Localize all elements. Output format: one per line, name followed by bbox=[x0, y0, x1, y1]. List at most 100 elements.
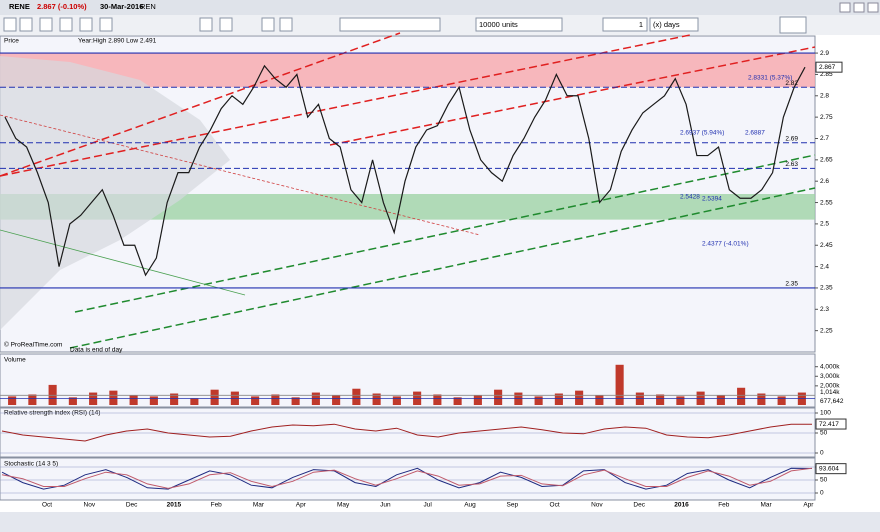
stochastic-title: Stochastic (14 3 5) bbox=[4, 461, 58, 468]
volume-bar bbox=[656, 394, 665, 405]
x-tick-label: Aug bbox=[464, 502, 476, 509]
period-unit: (x) days bbox=[653, 20, 680, 29]
volume-bar bbox=[716, 395, 725, 405]
volume-bar bbox=[352, 388, 361, 405]
volume-bar bbox=[149, 396, 158, 405]
volume-marker-label: 1,014k bbox=[820, 389, 840, 396]
annotation: 2.5428 bbox=[680, 194, 700, 201]
x-tick-label: Dec bbox=[126, 502, 138, 509]
annotation: 2.6937 (5.94%) bbox=[680, 130, 724, 137]
volume-bar bbox=[554, 393, 563, 405]
period-count: 1 bbox=[639, 20, 643, 29]
x-tick-label: Oct bbox=[42, 502, 52, 509]
annotation: 2.8331 (5.37%) bbox=[748, 75, 792, 82]
volume-bar bbox=[494, 389, 503, 405]
volume-bar bbox=[291, 397, 300, 405]
volume-bar bbox=[575, 390, 584, 405]
x-tick-label: Nov bbox=[591, 502, 603, 509]
close[interactable] bbox=[867, 2, 879, 13]
x-tick-label: May bbox=[337, 502, 350, 509]
price-subtitle: Year:High 2.890 Low 2.491 bbox=[78, 38, 157, 45]
volume-bar bbox=[615, 364, 624, 405]
x-tick-label: Mar bbox=[253, 502, 265, 509]
x-tick-label: 2015 bbox=[167, 502, 182, 509]
volume-bar bbox=[251, 396, 260, 405]
y-tick-label: 2.75 bbox=[820, 114, 833, 121]
x-tick-label: Feb bbox=[211, 502, 223, 509]
rsi-panel bbox=[0, 407, 816, 458]
volume-bar bbox=[737, 387, 746, 405]
indicator-line bbox=[1, 423, 812, 442]
x-tick-label: Sep bbox=[507, 502, 519, 509]
volume-bar bbox=[8, 396, 17, 405]
y-tick-label: 2.55 bbox=[820, 199, 833, 206]
volume-bar bbox=[372, 393, 381, 405]
y-tick-label: 50 bbox=[820, 477, 828, 484]
last-value-box bbox=[815, 418, 847, 430]
y-tick-label: 2.65 bbox=[820, 157, 833, 164]
y-tick-label: 2.25 bbox=[820, 327, 833, 334]
x-tick-label: Jul bbox=[424, 502, 433, 509]
unit-box[interactable] bbox=[649, 17, 699, 32]
volume-bar bbox=[190, 398, 199, 405]
y-tick-label: 2.45 bbox=[820, 242, 833, 249]
period-box[interactable] bbox=[602, 17, 648, 32]
y-tick-label: 2.85 bbox=[820, 71, 833, 78]
date: 30-Mar-2016 bbox=[100, 2, 143, 11]
volume-bar bbox=[453, 397, 462, 405]
price-title: Price bbox=[4, 38, 19, 45]
last-price: 2.867 bbox=[819, 64, 836, 71]
x-tick-label: Feb bbox=[718, 502, 730, 509]
volume-bar bbox=[271, 394, 280, 405]
indicator-line bbox=[1, 467, 813, 490]
last-value: 72.417 bbox=[819, 421, 839, 428]
annotation: 2.5394 bbox=[702, 196, 722, 203]
volume-bar bbox=[473, 395, 482, 405]
volume-title: Volume bbox=[4, 357, 26, 364]
toolbar-buttons[interactable] bbox=[3, 16, 807, 34]
level-label: 2.35 bbox=[785, 281, 798, 288]
volume-bar bbox=[332, 395, 341, 405]
y-tick-label: 2.5 bbox=[820, 221, 829, 228]
annotation: 2.6887 bbox=[745, 130, 765, 137]
y-tick-label: 2.7 bbox=[820, 135, 829, 142]
units: 10000 units bbox=[479, 20, 518, 29]
x-tick-label: 2016 bbox=[674, 502, 689, 509]
volume-panel bbox=[0, 353, 816, 408]
annotation: 2.4377 (-4.01%) bbox=[702, 241, 749, 248]
volume-marker-label: 677,642 bbox=[820, 398, 844, 405]
x-tick-label: Oct bbox=[550, 502, 560, 509]
volume-bar bbox=[757, 393, 766, 405]
symbol: RENE bbox=[9, 2, 30, 11]
volume-bar bbox=[210, 389, 219, 405]
volume-bar bbox=[170, 393, 179, 405]
level-label: 2.63 bbox=[785, 161, 798, 168]
y-tick-label: 2.4 bbox=[820, 263, 829, 270]
quote: 2.867 (-0.10%) bbox=[37, 2, 87, 11]
credit: © ProRealTime.com bbox=[4, 341, 62, 349]
volume-bar bbox=[777, 396, 786, 405]
x-tick-label: Nov bbox=[84, 502, 96, 509]
volume-bar bbox=[433, 394, 442, 405]
scroll-bar[interactable] bbox=[0, 512, 880, 532]
exchange: REN bbox=[140, 2, 156, 11]
credit: Data is end of day bbox=[70, 347, 123, 354]
volume-bar bbox=[676, 396, 685, 405]
y-tick-label: 0 bbox=[820, 490, 824, 497]
units-box[interactable] bbox=[475, 17, 563, 32]
maximize[interactable] bbox=[853, 2, 865, 13]
minimize[interactable] bbox=[839, 2, 851, 13]
x-tick-label: Mar bbox=[760, 502, 772, 509]
y-tick-label: 2.9 bbox=[820, 50, 829, 57]
y-tick-label: 100 bbox=[820, 410, 831, 417]
level-label: 2.69 bbox=[785, 135, 798, 142]
stochastic-panel bbox=[0, 457, 816, 501]
volume-bar bbox=[68, 397, 77, 405]
y-tick-label: 0 bbox=[820, 450, 824, 457]
volume-bar bbox=[595, 395, 604, 405]
y-tick-label: 2.3 bbox=[820, 306, 829, 313]
volume-bar bbox=[109, 390, 118, 405]
x-tick-label: Apr bbox=[296, 502, 307, 509]
y-tick-label: 3,000k bbox=[820, 373, 840, 380]
